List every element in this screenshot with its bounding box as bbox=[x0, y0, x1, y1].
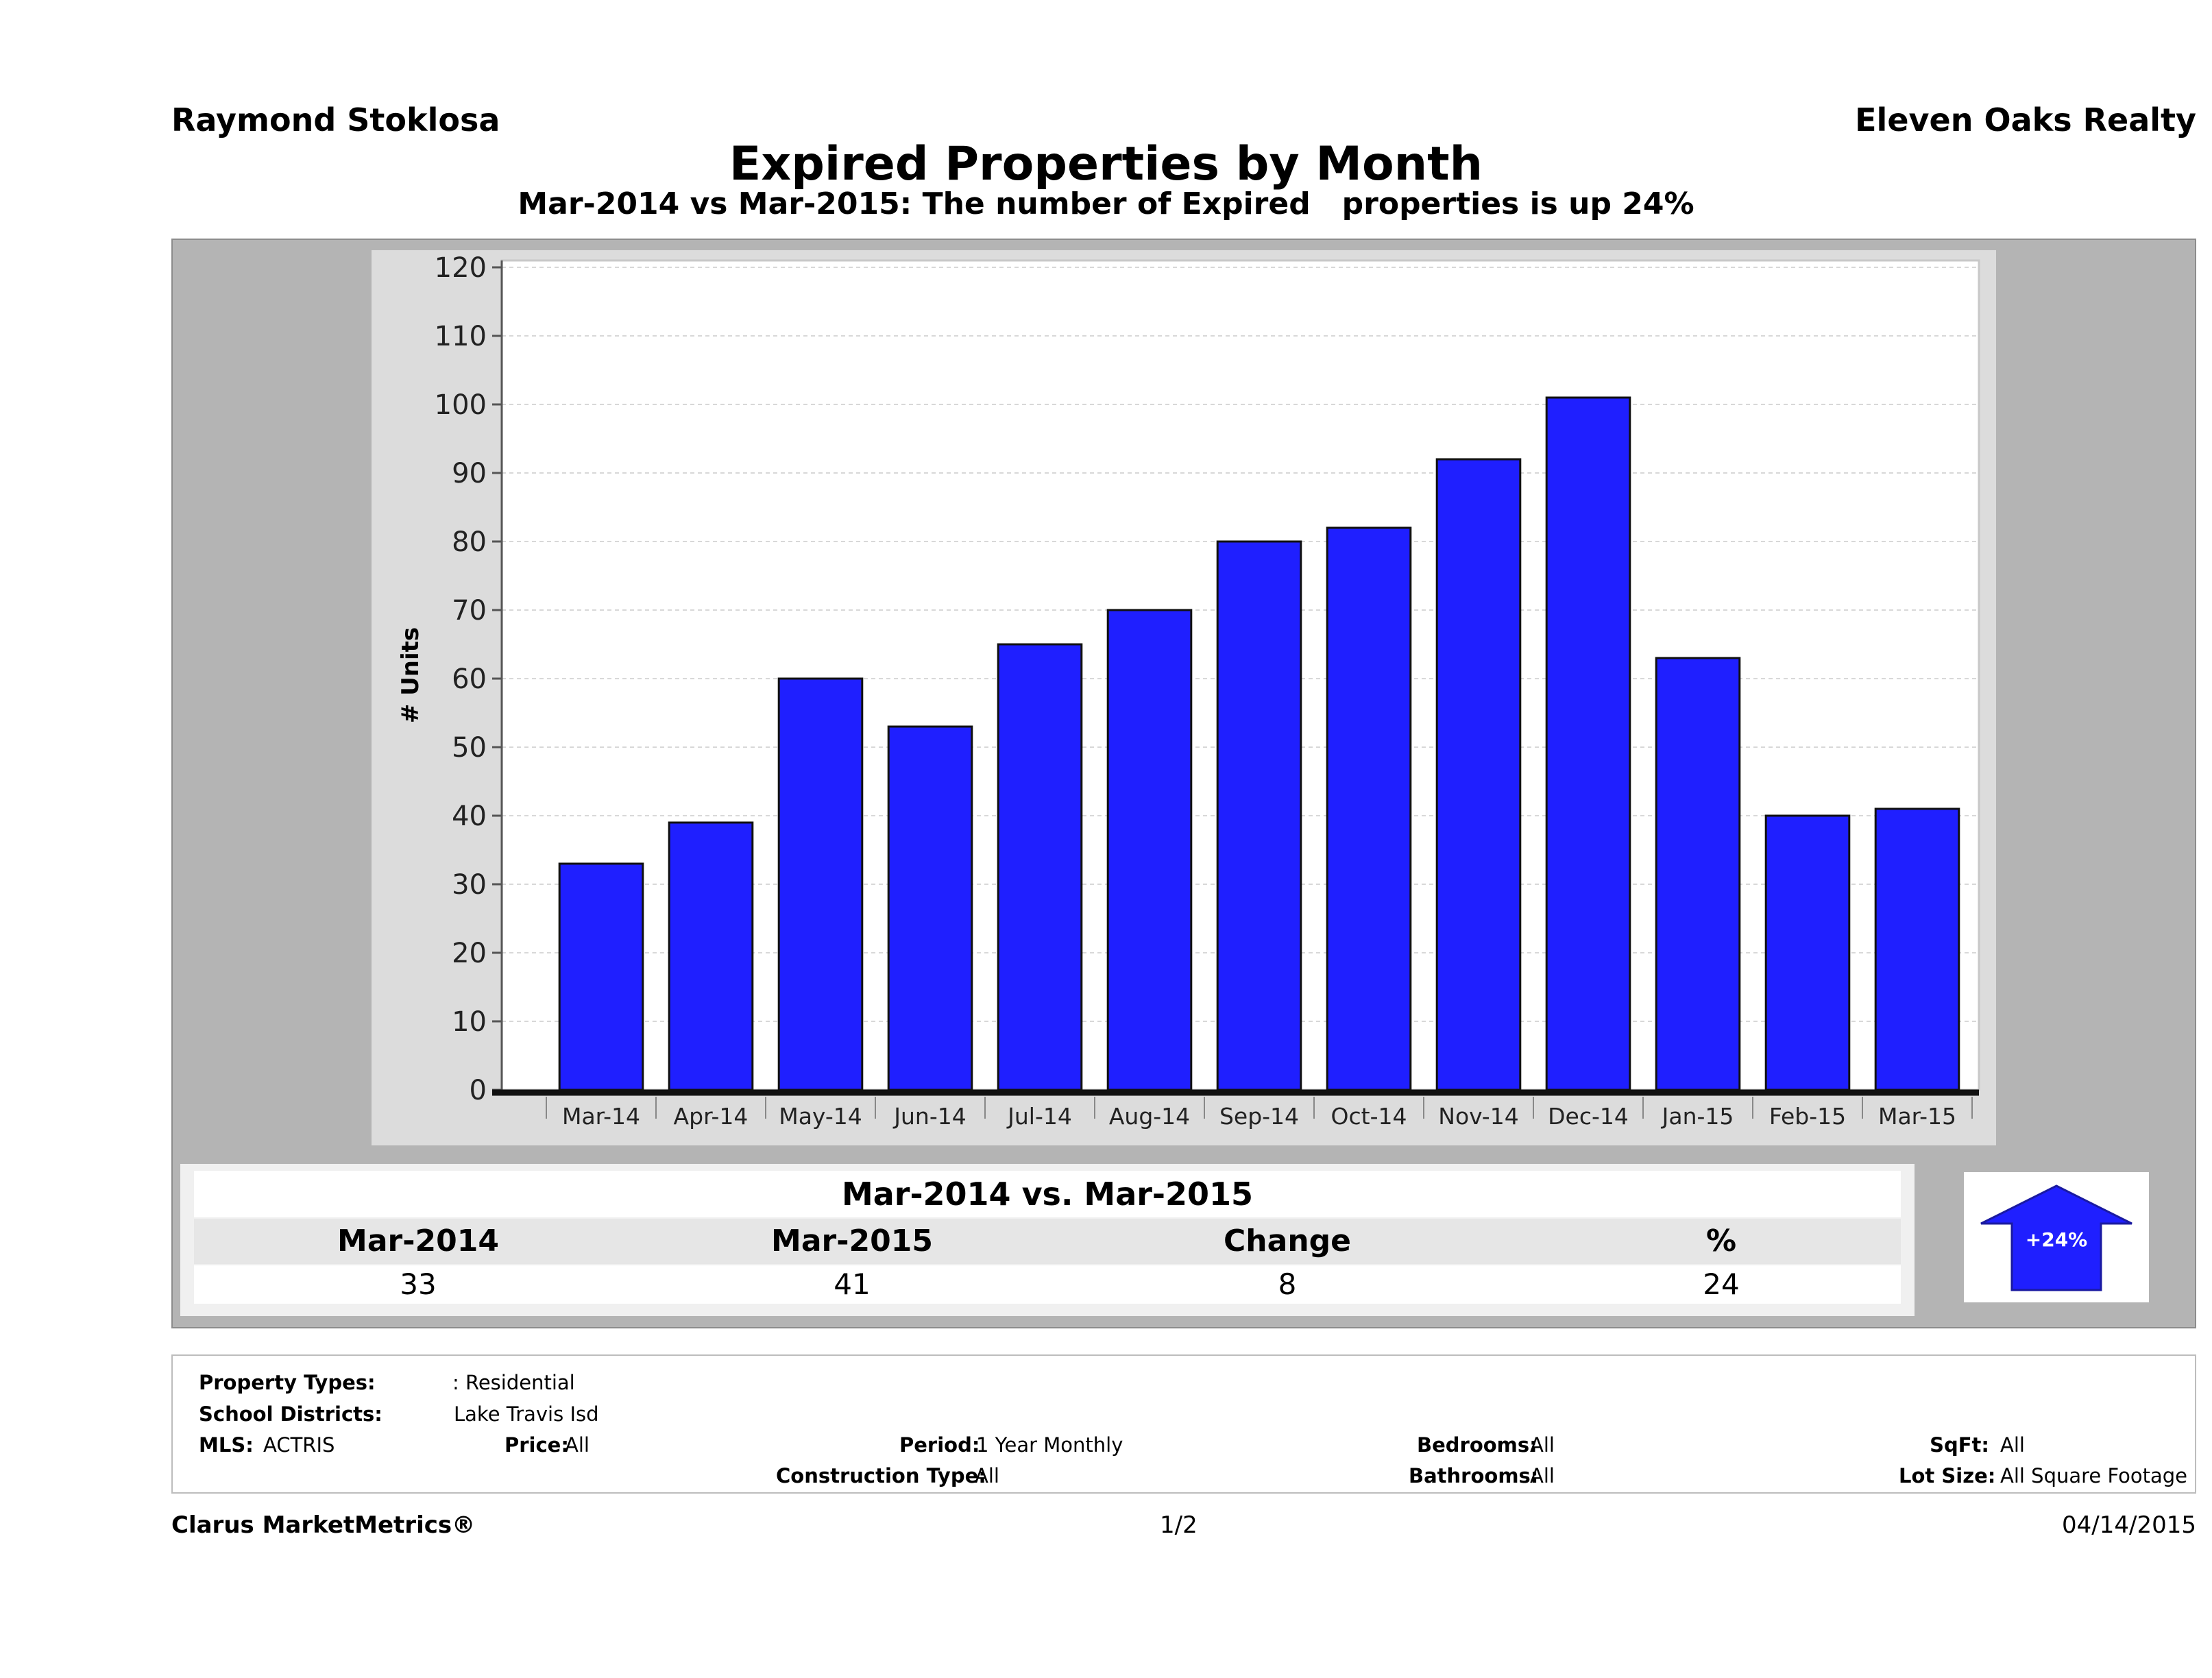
lot-size-label: Lot Size: bbox=[1899, 1464, 1996, 1487]
x-tick-label: Sep-14 bbox=[1219, 1103, 1299, 1130]
summary-value-cell: 41 bbox=[834, 1267, 871, 1301]
y-tick-label: 120 bbox=[435, 252, 487, 284]
bar bbox=[1874, 807, 1960, 1091]
summary-table: Mar-2014 vs. Mar-2015 Mar-2014 Mar-2015 … bbox=[180, 1164, 1915, 1316]
bar bbox=[777, 677, 864, 1091]
page-number: 1/2 bbox=[1160, 1511, 1198, 1539]
y-tick-label: 60 bbox=[452, 664, 487, 695]
y-tick-label: 70 bbox=[452, 595, 487, 627]
sqft-value: All bbox=[2000, 1433, 2025, 1457]
y-axis-label: # Units bbox=[397, 627, 424, 723]
summary-title: Mar-2014 vs. Mar-2015 bbox=[841, 1176, 1254, 1213]
summary-value-cell: 33 bbox=[400, 1267, 437, 1301]
x-tick-label: Oct-14 bbox=[1331, 1103, 1407, 1130]
bar bbox=[1326, 526, 1412, 1091]
x-tick-label: Aug-14 bbox=[1109, 1103, 1190, 1130]
x-tick-label: Mar-14 bbox=[562, 1103, 640, 1130]
bar bbox=[887, 725, 973, 1091]
y-tick-label: 30 bbox=[452, 869, 487, 901]
bathrooms-label: Bathrooms: bbox=[1409, 1464, 1539, 1487]
bar bbox=[558, 862, 644, 1091]
y-tick-label: 40 bbox=[452, 801, 487, 832]
lot-size-value: All Square Footage bbox=[2000, 1464, 2188, 1487]
summary-header-row: Mar-2014 Mar-2015 Change % bbox=[194, 1219, 1901, 1264]
y-tick-label: 80 bbox=[452, 526, 487, 558]
change-badge: +24% bbox=[2026, 1228, 2087, 1251]
price-value: All bbox=[565, 1433, 590, 1457]
bar bbox=[1764, 814, 1851, 1091]
summary-value-cell: 24 bbox=[1703, 1267, 1740, 1301]
bar bbox=[1216, 540, 1302, 1091]
y-tick-label: 10 bbox=[452, 1006, 487, 1038]
x-tick-label: Dec-14 bbox=[1548, 1103, 1629, 1130]
chart-subtitle: Mar-2014 vs Mar-2015: The number of Expi… bbox=[518, 186, 1694, 221]
summary-values-row: 33 41 8 24 bbox=[194, 1265, 1901, 1304]
y-tick-label: 110 bbox=[435, 321, 487, 352]
summary-header-cell: % bbox=[1705, 1224, 1737, 1258]
y-tick-label: 0 bbox=[470, 1075, 487, 1106]
search-criteria: Property Types: : Residential School Dis… bbox=[171, 1354, 2196, 1494]
report-date: 04/14/2015 bbox=[2062, 1511, 2196, 1539]
x-tick-label: Mar-15 bbox=[1878, 1103, 1956, 1130]
bar bbox=[1435, 458, 1522, 1091]
school-districts-label: School Districts: bbox=[199, 1402, 382, 1426]
y-tick-label: 90 bbox=[452, 458, 487, 489]
y-tick-label: 20 bbox=[452, 938, 487, 969]
bedrooms-label: Bedrooms: bbox=[1417, 1433, 1538, 1457]
summary-header-cell: Mar-2015 bbox=[771, 1224, 933, 1258]
y-tick-label: 100 bbox=[435, 389, 487, 421]
summary-header-cell: Change bbox=[1224, 1224, 1351, 1258]
footer-brand: Clarus MarketMetrics® bbox=[171, 1511, 476, 1539]
summary-value-cell: 8 bbox=[1278, 1267, 1297, 1301]
construction-type-value: All bbox=[975, 1464, 999, 1487]
company-name: Eleven Oaks Realty bbox=[1855, 101, 2196, 138]
bar bbox=[668, 821, 754, 1091]
agent-name: Raymond Stoklosa bbox=[171, 101, 500, 138]
chart-title: Expired Properties by Month bbox=[729, 137, 1483, 191]
bedrooms-value: All bbox=[1530, 1433, 1555, 1457]
x-tick-label: May-14 bbox=[779, 1103, 862, 1130]
summary-title-row: Mar-2014 vs. Mar-2015 bbox=[194, 1171, 1901, 1217]
property-types-label: Property Types: bbox=[199, 1371, 376, 1394]
bar bbox=[1655, 657, 1741, 1091]
x-tick-label: Apr-14 bbox=[674, 1103, 749, 1130]
construction-type-label: Construction Type: bbox=[776, 1464, 986, 1487]
bar bbox=[997, 643, 1083, 1091]
period-value: 1 Year Monthly bbox=[976, 1433, 1123, 1457]
change-indicator: +24% bbox=[1964, 1172, 2149, 1302]
x-tick-label: Jan-15 bbox=[1661, 1103, 1734, 1130]
school-districts-value: Lake Travis Isd bbox=[454, 1402, 599, 1426]
bar bbox=[1106, 609, 1193, 1091]
bathrooms-value: All bbox=[1530, 1464, 1555, 1487]
y-tick-label: 50 bbox=[452, 732, 487, 764]
period-label: Period: bbox=[899, 1433, 980, 1457]
mls-value: ACTRIS bbox=[263, 1433, 335, 1457]
property-types-value: : Residential bbox=[452, 1371, 575, 1394]
up-arrow-icon bbox=[1980, 1184, 2132, 1291]
summary-header-cell: Mar-2014 bbox=[337, 1224, 499, 1258]
x-tick-label: Nov-14 bbox=[1438, 1103, 1518, 1130]
x-tick-label: Jul-14 bbox=[1006, 1103, 1072, 1130]
mls-label: MLS: bbox=[199, 1433, 254, 1457]
price-label: Price: bbox=[505, 1433, 569, 1457]
x-tick-label: Jun-14 bbox=[892, 1103, 966, 1130]
bars bbox=[558, 396, 1960, 1091]
x-tick-label: Feb-15 bbox=[1769, 1103, 1846, 1130]
sqft-label: SqFt: bbox=[1930, 1433, 1989, 1457]
axes: 0 10 20 30 40 50 60 70 80 90 100 110 120 Mar-14 Apr-14… bbox=[435, 252, 1979, 1130]
bar bbox=[1545, 396, 1631, 1091]
bar-chart: 0 10 20 30 40 50 60 70 80 90 100 110 120 Mar-14 Apr-14… bbox=[397, 252, 1980, 1130]
